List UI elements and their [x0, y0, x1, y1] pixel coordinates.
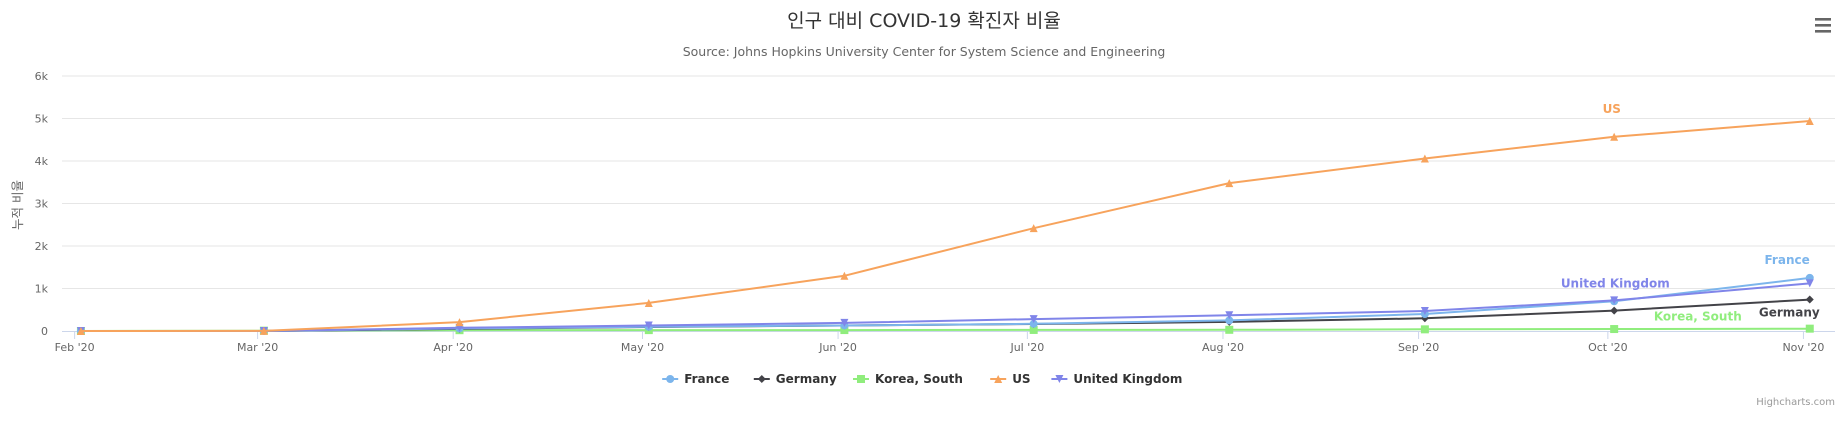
series-line-us[interactable] — [79, 120, 1811, 332]
x-tick-label: Mar '20 — [237, 341, 278, 354]
data-point-us — [1805, 117, 1814, 126]
x-tick-label: May '20 — [621, 341, 664, 354]
data-point-us — [1029, 224, 1038, 233]
series-end-labels: France Germany Korea, South US United Kingdo… — [1561, 102, 1820, 324]
data-point-us — [455, 318, 464, 327]
data-point-united-kingdom — [1420, 307, 1429, 316]
legend-symbol-united-kingdom — [1055, 375, 1064, 383]
y-tick-label: 2k — [35, 240, 49, 253]
series-layer — [76, 117, 1814, 335]
legend-item-us[interactable]: US — [990, 372, 1031, 386]
data-point-germany — [1805, 295, 1814, 304]
data-point-us — [1610, 132, 1619, 141]
legend-label-united-kingdom: United Kingdom — [1073, 372, 1182, 386]
series-line-united-kingdom[interactable] — [79, 282, 1811, 332]
legend-symbol-us — [994, 375, 1003, 383]
legend-symbol-germany — [757, 375, 766, 383]
data-point-united-kingdom — [1225, 311, 1234, 320]
data-point-us — [1225, 179, 1234, 188]
chart-subtitle: Source: Johns Hopkins University Center … — [683, 44, 1166, 59]
data-point-united-kingdom — [1805, 279, 1814, 288]
data-point-korea-south — [1420, 325, 1429, 334]
x-tick-label: Apr '20 — [433, 341, 473, 354]
series-label-korea-south: Korea, South — [1654, 310, 1742, 324]
data-point-korea-south — [840, 326, 849, 335]
credits-link[interactable]: Highcharts.com — [1756, 397, 1835, 408]
x-tick-label: Aug '20 — [1202, 341, 1244, 354]
y-tick-label: 4k — [35, 155, 49, 168]
legend-label-korea-south: Korea, South — [875, 372, 963, 386]
data-point-united-kingdom — [1029, 315, 1038, 324]
x-tick-label: Jun '20 — [818, 341, 857, 354]
legend-item-united-kingdom[interactable]: United Kingdom — [1051, 372, 1182, 386]
data-point-korea-south — [1610, 325, 1619, 334]
data-point-united-kingdom — [1610, 296, 1619, 305]
legend-item-korea-south[interactable]: Korea, South — [853, 372, 963, 386]
series-label-us: US — [1603, 102, 1621, 116]
x-tick-label: Oct '20 — [1588, 341, 1628, 354]
legend-label-france: France — [684, 372, 729, 386]
chart-title: 인구 대비 COVID-19 확진자 비율 — [787, 10, 1061, 32]
legend-symbol-korea-south — [857, 375, 865, 383]
data-point-korea-south — [1225, 325, 1234, 334]
legend-item-france[interactable]: France — [662, 372, 729, 386]
series-label-france: France — [1765, 253, 1810, 267]
legend-label-germany: Germany — [776, 372, 837, 386]
x-tick-label: Sep '20 — [1398, 341, 1439, 354]
data-point-united-kingdom — [840, 318, 849, 327]
series-label-germany: Germany — [1759, 306, 1820, 320]
data-point-korea-south — [1029, 325, 1038, 334]
legend-label-us: US — [1012, 372, 1030, 386]
data-point-france — [1225, 316, 1234, 325]
y-tick-label: 5k — [35, 113, 49, 126]
data-point-us — [259, 326, 268, 335]
legend: France Germany Korea, South US United Kingdo… — [662, 372, 1182, 386]
hamburger-menu-icon[interactable] — [1811, 14, 1835, 36]
data-point-korea-south — [1805, 324, 1814, 333]
x-tick-label: Jul '20 — [1009, 341, 1044, 354]
data-point-us — [840, 271, 849, 280]
legend-symbol-france — [666, 375, 675, 383]
data-point-us — [644, 298, 653, 307]
legend-item-germany[interactable]: Germany — [753, 372, 837, 386]
y-tick-label: 0 — [41, 325, 48, 338]
series-label-united-kingdom: United Kingdom — [1561, 276, 1670, 290]
y-axis-title: 누적 비율 — [10, 180, 25, 230]
grid-lines — [62, 75, 1835, 289]
series-us — [76, 117, 1814, 335]
y-tick-label: 3k — [35, 198, 49, 211]
data-point-us — [76, 327, 85, 335]
data-point-germany — [1610, 306, 1619, 315]
x-tick-label: Nov '20 — [1782, 341, 1824, 354]
data-point-france — [1029, 319, 1038, 328]
y-tick-label: 1k — [35, 283, 49, 296]
y-tick-label: 6k — [35, 70, 49, 83]
axes: 0 1k 2k 3k 4k 5k 6k Feb '20 Mar '20 Apr '20 May '2… — [35, 70, 1835, 354]
data-point-us — [1420, 154, 1429, 163]
x-tick-label: Feb '20 — [55, 341, 95, 354]
data-point-united-kingdom — [644, 321, 653, 330]
